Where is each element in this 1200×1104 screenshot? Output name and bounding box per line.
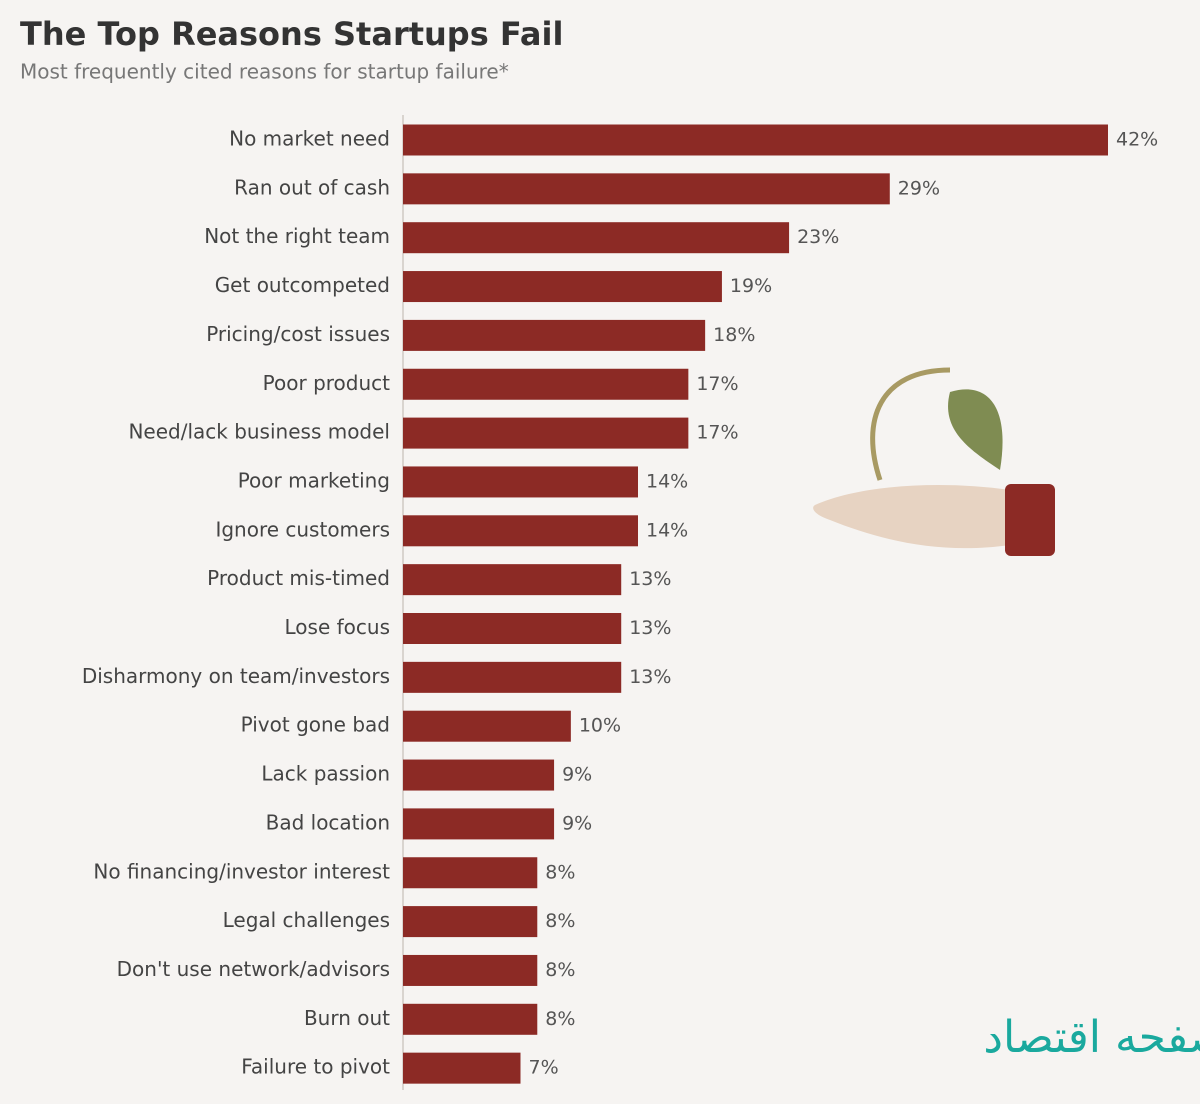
category-label: Poor product (263, 371, 390, 395)
value-label: 17% (696, 422, 738, 444)
category-label: Lack passion (261, 762, 390, 786)
category-label: Lose focus (285, 615, 390, 639)
bar (403, 954, 538, 986)
value-label: 8% (545, 959, 575, 981)
value-label: 14% (646, 519, 688, 541)
value-label: 14% (646, 470, 688, 492)
value-label: 8% (545, 861, 575, 883)
chart-title: The Top Reasons Startups Fail (20, 15, 563, 53)
category-label: Not the right team (204, 224, 390, 248)
bar (403, 368, 689, 400)
bar (403, 319, 706, 351)
illustration (813, 367, 1055, 556)
value-label: 13% (629, 617, 671, 639)
value-label: 8% (545, 1008, 575, 1030)
bar (403, 808, 555, 840)
category-label: Product mis-timed (207, 566, 390, 590)
bar (403, 613, 622, 644)
category-label: Failure to pivot (241, 1055, 390, 1079)
bar (403, 661, 622, 693)
category-label: Disharmony on team/investors (82, 664, 390, 688)
value-label: 19% (730, 275, 772, 297)
bar (403, 271, 722, 303)
bar (403, 417, 689, 449)
watermark: صفحه اقتصاد (983, 1012, 1200, 1063)
value-label: 8% (545, 910, 575, 932)
value-label: 9% (562, 764, 592, 786)
value-label: 7% (529, 1057, 559, 1079)
value-label: 13% (629, 666, 671, 688)
category-label: Poor marketing (238, 468, 390, 492)
category-label: Need/lack business model (128, 420, 390, 444)
category-label: Ran out of cash (234, 175, 390, 199)
category-label: Bad location (266, 810, 390, 834)
category-label: Ignore customers (215, 517, 390, 541)
bar (403, 710, 571, 742)
bar (403, 1003, 538, 1035)
bar (403, 466, 638, 498)
category-label: No financing/investor interest (93, 859, 390, 883)
category-label: Pivot gone bad (241, 713, 390, 737)
bar (403, 906, 538, 938)
bar (403, 124, 1108, 156)
value-label: 42% (1116, 129, 1158, 151)
value-label: 13% (629, 568, 671, 590)
value-label: 23% (797, 226, 839, 248)
value-label: 10% (579, 715, 621, 737)
category-label: No market need (229, 127, 390, 151)
category-label: Legal challenges (223, 908, 390, 932)
category-label: Burn out (304, 1006, 390, 1030)
bar (403, 515, 638, 547)
bar (403, 857, 538, 889)
bar (403, 173, 890, 205)
category-label: Don't use network/advisors (117, 957, 390, 981)
bar (403, 1052, 521, 1084)
value-label: 29% (898, 177, 940, 199)
value-label: 18% (713, 324, 755, 346)
bar (403, 759, 555, 791)
value-label: 17% (696, 373, 738, 395)
category-label: Get outcompeted (215, 273, 390, 297)
category-label: Pricing/cost issues (206, 322, 390, 346)
bar (403, 222, 790, 254)
bar (403, 564, 622, 596)
value-label: 9% (562, 812, 592, 834)
chart-subtitle: Most frequently cited reasons for startu… (20, 60, 509, 84)
